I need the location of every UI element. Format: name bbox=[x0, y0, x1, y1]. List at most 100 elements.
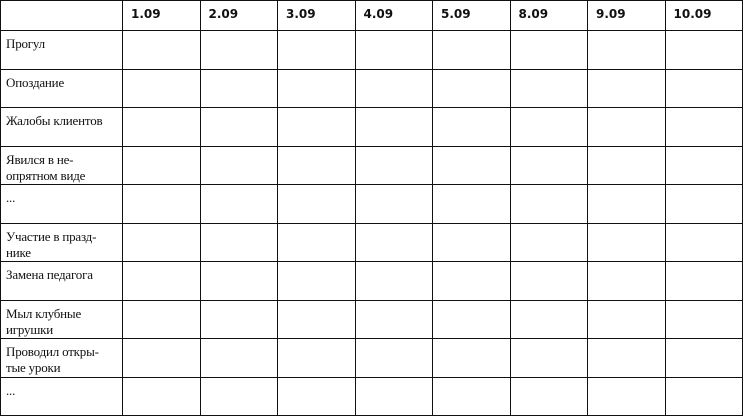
mark-cell[interactable] bbox=[432, 338, 511, 378]
mark-cell[interactable] bbox=[432, 145, 511, 185]
row-label-line: ... bbox=[6, 382, 16, 398]
mark-cell[interactable] bbox=[509, 376, 588, 416]
row-label-line: Явился в не- bbox=[6, 151, 74, 167]
mark-cell[interactable] bbox=[587, 261, 666, 301]
date-header: 8.09 bbox=[509, 0, 588, 31]
mark-cell[interactable] bbox=[199, 30, 278, 70]
mark-cell[interactable] bbox=[354, 107, 433, 147]
mark-cell[interactable] bbox=[354, 299, 433, 339]
mark-cell[interactable] bbox=[354, 376, 433, 416]
mark-cell[interactable] bbox=[199, 68, 278, 108]
mark-cell[interactable] bbox=[664, 376, 743, 416]
mark-cell[interactable] bbox=[122, 222, 201, 262]
mark-cell[interactable] bbox=[587, 184, 666, 224]
mark-cell[interactable] bbox=[587, 107, 666, 147]
mark-cell[interactable] bbox=[277, 299, 356, 339]
mark-cell[interactable] bbox=[354, 68, 433, 108]
mark-cell[interactable] bbox=[277, 261, 356, 301]
table-row: Мыл клубные игрушки bbox=[0, 299, 743, 339]
mark-cell[interactable] bbox=[509, 261, 588, 301]
mark-cell[interactable] bbox=[122, 107, 201, 147]
mark-cell[interactable] bbox=[277, 376, 356, 416]
mark-cell[interactable] bbox=[199, 299, 278, 339]
mark-cell[interactable] bbox=[587, 30, 666, 70]
mark-cell[interactable] bbox=[122, 145, 201, 185]
date-header: 5.09 bbox=[432, 0, 511, 31]
mark-cell[interactable] bbox=[509, 299, 588, 339]
mark-cell[interactable] bbox=[587, 299, 666, 339]
mark-cell[interactable] bbox=[199, 222, 278, 262]
mark-cell[interactable] bbox=[277, 30, 356, 70]
mark-cell[interactable] bbox=[277, 222, 356, 262]
date-header: 3.09 bbox=[277, 0, 356, 31]
mark-cell[interactable] bbox=[664, 30, 743, 70]
header-row: 1.09 2.09 3.09 4.09 5.09 8.09 9.09 10.09 bbox=[0, 0, 743, 31]
mark-cell[interactable] bbox=[199, 107, 278, 147]
table-row: Прогул bbox=[0, 30, 743, 70]
mark-cell[interactable] bbox=[122, 338, 201, 378]
mark-cell[interactable] bbox=[664, 145, 743, 185]
mark-cell[interactable] bbox=[587, 338, 666, 378]
table-row: Явился в не-опрятном виде bbox=[0, 145, 743, 185]
mark-cell[interactable] bbox=[432, 376, 511, 416]
mark-cell[interactable] bbox=[432, 261, 511, 301]
mark-cell[interactable] bbox=[509, 145, 588, 185]
mark-cell[interactable] bbox=[509, 338, 588, 378]
mark-cell[interactable] bbox=[432, 107, 511, 147]
mark-cell[interactable] bbox=[199, 338, 278, 378]
mark-cell[interactable] bbox=[277, 107, 356, 147]
mark-cell[interactable] bbox=[664, 107, 743, 147]
mark-cell[interactable] bbox=[199, 261, 278, 301]
corner-cell bbox=[0, 0, 123, 31]
mark-cell[interactable] bbox=[354, 30, 433, 70]
mark-cell[interactable] bbox=[122, 376, 201, 416]
mark-cell[interactable] bbox=[432, 30, 511, 70]
mark-cell[interactable] bbox=[277, 338, 356, 378]
mark-cell[interactable] bbox=[432, 68, 511, 108]
mark-cell[interactable] bbox=[122, 30, 201, 70]
mark-cell[interactable] bbox=[354, 338, 433, 378]
mark-cell[interactable] bbox=[199, 376, 278, 416]
mark-cell[interactable] bbox=[587, 222, 666, 262]
mark-cell[interactable] bbox=[664, 184, 743, 224]
mark-cell[interactable] bbox=[664, 261, 743, 301]
mark-cell[interactable] bbox=[199, 145, 278, 185]
mark-cell[interactable] bbox=[587, 145, 666, 185]
mark-cell[interactable] bbox=[277, 145, 356, 185]
mark-cell[interactable] bbox=[664, 68, 743, 108]
mark-cell[interactable] bbox=[509, 184, 588, 224]
row-label-line: Замена педагога bbox=[6, 267, 93, 282]
row-label-line: опрятном виде bbox=[6, 167, 86, 183]
mark-cell[interactable] bbox=[664, 222, 743, 262]
mark-cell[interactable] bbox=[122, 261, 201, 301]
row-label: Мыл клубные игрушки bbox=[0, 299, 123, 339]
row-label-line: игрушки bbox=[6, 321, 54, 337]
mark-cell[interactable] bbox=[509, 30, 588, 70]
mark-cell[interactable] bbox=[509, 222, 588, 262]
mark-cell[interactable] bbox=[199, 184, 278, 224]
mark-cell[interactable] bbox=[354, 145, 433, 185]
mark-cell[interactable] bbox=[509, 68, 588, 108]
mark-cell[interactable] bbox=[277, 68, 356, 108]
mark-cell[interactable] bbox=[587, 376, 666, 416]
mark-cell[interactable] bbox=[587, 68, 666, 108]
mark-cell[interactable] bbox=[432, 299, 511, 339]
mark-cell[interactable] bbox=[122, 68, 201, 108]
mark-cell[interactable] bbox=[122, 299, 201, 339]
mark-cell[interactable] bbox=[354, 261, 433, 301]
mark-cell[interactable] bbox=[509, 107, 588, 147]
mark-cell[interactable] bbox=[354, 222, 433, 262]
mark-cell[interactable] bbox=[664, 299, 743, 339]
date-header: 9.09 bbox=[587, 0, 666, 31]
row-label-line: Опоздание bbox=[6, 74, 65, 90]
row-label: Явился в не-опрятном виде bbox=[0, 145, 123, 185]
row-label: ... bbox=[0, 184, 123, 224]
mark-cell[interactable] bbox=[664, 338, 743, 378]
row-label-line: тые уроки bbox=[6, 360, 61, 375]
mark-cell[interactable] bbox=[122, 184, 201, 224]
mark-cell[interactable] bbox=[354, 184, 433, 224]
mark-cell[interactable] bbox=[432, 222, 511, 262]
mark-cell[interactable] bbox=[432, 184, 511, 224]
mark-cell[interactable] bbox=[277, 184, 356, 224]
